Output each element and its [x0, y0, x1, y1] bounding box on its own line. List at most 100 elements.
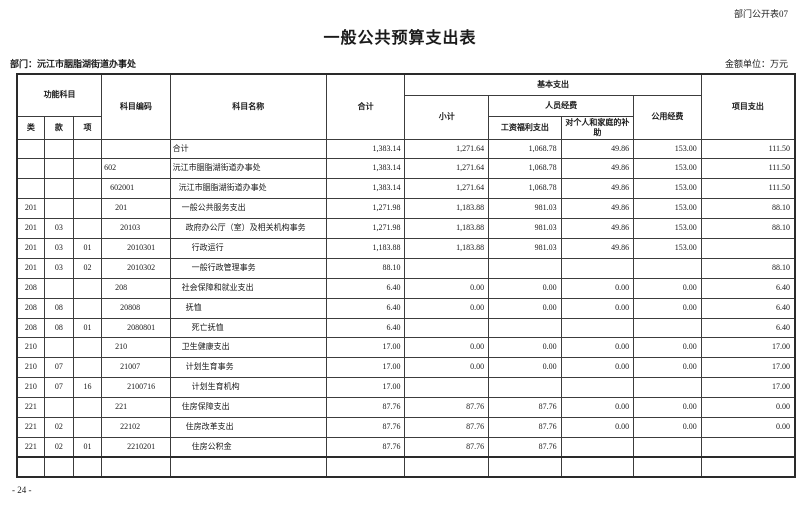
table-row: 201 201 一般公共服务支出 1,271.98 1,183.88 981.03 49.8… — [16, 198, 796, 220]
cell-total: 1,271.98 — [325, 198, 406, 220]
cell-total: 6.40 — [325, 277, 406, 299]
cell-item — [72, 218, 103, 239]
cell-family: 0.00 — [560, 357, 635, 379]
cell-salary: 1,068.78 — [488, 158, 562, 180]
cell-public: 153.00 — [633, 237, 702, 259]
cell-cls: 221 — [16, 416, 45, 438]
cell-sec — [43, 198, 74, 220]
cell-total: 1,383.14 — [325, 178, 406, 200]
cell-cls: 201 — [16, 257, 45, 279]
cell-cls: 208 — [16, 277, 45, 299]
cell-name: 沅江市胭脂湖街道办事处 — [169, 158, 327, 180]
cell-salary: 1,068.78 — [488, 138, 562, 160]
cell-project: 17.00 — [700, 357, 796, 379]
cell-item — [72, 198, 103, 220]
cell-total: 1,383.14 — [325, 158, 406, 180]
cell-salary: 0.00 — [488, 357, 562, 379]
cell-subtotal: 0.00 — [404, 297, 490, 319]
cell-subtotal: 1,271.64 — [404, 178, 490, 200]
cell-subtotal: 1,183.88 — [404, 198, 490, 220]
cell-total: 87.76 — [325, 436, 406, 458]
header-personnel-funds: 人员经费 — [488, 94, 635, 117]
cell-name: 死亡抚恤 — [169, 317, 327, 339]
header-functional-subject: 功能科目 — [16, 73, 103, 117]
cell-family: 49.86 — [560, 158, 635, 180]
cell-project: 6.40 — [700, 277, 796, 299]
unit-label: 金额单位：万元 — [724, 59, 788, 69]
cell-item: 16 — [72, 377, 103, 399]
table-row: 201 03 01 2010301 行政运行 1,183.88 1,183.88 981.03… — [16, 237, 796, 259]
cell-family — [560, 317, 635, 339]
page-number: - 24 - — [12, 485, 32, 496]
cell-project: 17.00 — [700, 337, 796, 359]
cell-code: 21007 — [101, 357, 171, 379]
cell-code: 208 — [101, 277, 171, 299]
cell-sec: 07 — [43, 357, 74, 379]
cell-total: 17.00 — [325, 357, 406, 379]
cell-project: 6.40 — [700, 317, 796, 339]
doc-label: 部门公开表07 — [733, 9, 788, 19]
cell-project: 111.50 — [700, 158, 796, 180]
cell-item — [72, 277, 103, 299]
cell-salary: 0.00 — [488, 277, 562, 299]
cell-salary — [488, 317, 562, 339]
cell-cls: 221 — [16, 436, 45, 458]
cell-subtotal — [404, 377, 490, 399]
cell-project — [700, 436, 796, 458]
cell-sec: 07 — [43, 377, 74, 399]
cell-family: 49.86 — [560, 138, 635, 160]
cell-code: 2010301 — [101, 237, 171, 259]
cell-code: 22102 — [101, 416, 171, 438]
table-row: 221 02 01 2210201 住房公积金 87.76 87.76 87.76 — [16, 436, 796, 458]
cell-total: 6.40 — [325, 317, 406, 339]
cell-family: 0.00 — [560, 337, 635, 359]
cell-cls: 208 — [16, 317, 45, 339]
cell-subtotal: 0.00 — [404, 277, 490, 299]
cell-sec: 03 — [43, 237, 74, 259]
table-row: 210 07 16 2100716 计划生育机构 17.00 17.00 — [16, 377, 796, 399]
cell-salary: 87.76 — [488, 416, 562, 438]
cell-salary: 981.03 — [488, 218, 562, 239]
cell-sec — [43, 158, 74, 180]
cell-salary: 981.03 — [488, 237, 562, 259]
cell-public: 153.00 — [633, 178, 702, 200]
cell-subtotal: 1,183.88 — [404, 218, 490, 239]
cell-public: 153.00 — [633, 198, 702, 220]
header-subtotal: 小计 — [404, 94, 490, 140]
cell-family: 0.00 — [560, 297, 635, 319]
cell-family — [560, 257, 635, 279]
cell-total: 87.76 — [325, 397, 406, 418]
cell-cls — [16, 158, 45, 180]
header-total: 合计 — [325, 73, 406, 140]
cell-item — [72, 297, 103, 319]
cell-name: 抚恤 — [169, 297, 327, 319]
cell-code: 20808 — [101, 297, 171, 319]
cell-public: 0.00 — [633, 397, 702, 418]
cell-public: 0.00 — [633, 416, 702, 438]
cell-project: 111.50 — [700, 138, 796, 160]
cell-cls: 210 — [16, 357, 45, 379]
cell-public — [633, 377, 702, 399]
cell-cls: 210 — [16, 377, 45, 399]
cell-item: 01 — [72, 436, 103, 458]
cell-name: 社会保障和就业支出 — [169, 277, 327, 299]
table-row: 602 沅江市胭脂湖街道办事处 1,383.14 1,271.64 1,068.78 49… — [16, 158, 796, 180]
cell-name: 卫生健康支出 — [169, 337, 327, 359]
cell-total: 6.40 — [325, 297, 406, 319]
cell-name: 计划生育事务 — [169, 357, 327, 379]
cell-total: 17.00 — [325, 377, 406, 399]
cell-cls: 201 — [16, 237, 45, 259]
table-row: 201 03 20103 政府办公厅（室）及相关机构事务 1,271.98 1,183.8… — [16, 218, 796, 239]
cell-cls — [16, 138, 45, 160]
cell-subtotal: 1,271.64 — [404, 138, 490, 160]
cell-sec: 08 — [43, 317, 74, 339]
cell-subtotal — [404, 317, 490, 339]
header-row-1: 功能科目 科目编码 科目名称 合计 基本支出 项目支出 — [16, 73, 796, 140]
cell-name — [169, 456, 327, 478]
cell-item — [72, 357, 103, 379]
table-row: 208 08 20808 抚恤 6.40 0.00 0.00 0.00 0.00 6.40 — [16, 297, 796, 319]
department-label: 部门：沅江市胭脂湖街道办事处 — [10, 59, 137, 69]
cell-sec: 02 — [43, 436, 74, 458]
cell-item — [72, 138, 103, 160]
